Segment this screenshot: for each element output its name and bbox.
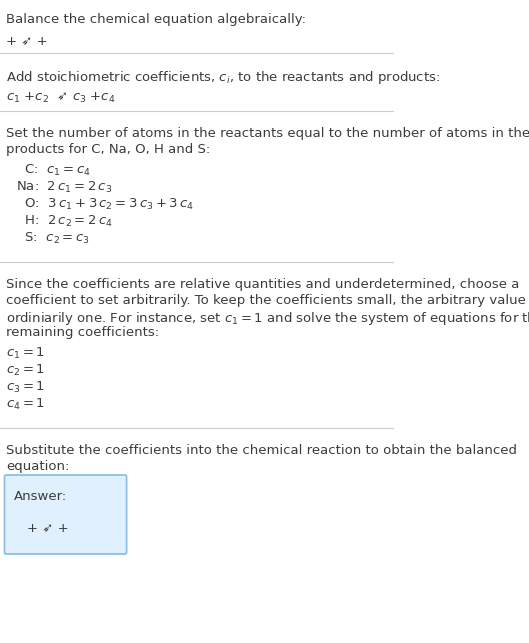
Text: $c_4 = 1$: $c_4 = 1$ [6,397,45,412]
Text: Since the coefficients are relative quantities and underdetermined, choose a: Since the coefficients are relative quan… [6,278,519,291]
Text: $c_1 = 1$: $c_1 = 1$ [6,346,45,361]
Text: $c_2 = 1$: $c_2 = 1$ [6,363,45,378]
Text: coefficient to set arbitrarily. To keep the coefficients small, the arbitrary va: coefficient to set arbitrarily. To keep … [6,294,529,307]
Text: H:  $2\,c_2 = 2\,c_4$: H: $2\,c_2 = 2\,c_4$ [16,214,113,229]
Text: C:  $c_1 = c_4$: C: $c_1 = c_4$ [16,163,92,178]
Text: $c_1$ +$c_2$  ➶ $c_3$ +$c_4$: $c_1$ +$c_2$ ➶ $c_3$ +$c_4$ [6,91,115,105]
Text: Answer:: Answer: [13,490,67,503]
Text: ordiniarily one. For instance, set $c_1 = 1$ and solve the system of equations f: ordiniarily one. For instance, set $c_1 … [6,310,529,327]
Text: Balance the chemical equation algebraically:: Balance the chemical equation algebraica… [6,13,306,26]
Text: Add stoichiometric coefficients, $c_i$, to the reactants and products:: Add stoichiometric coefficients, $c_i$, … [6,69,440,86]
Text: Na:  $2\,c_1 = 2\,c_3$: Na: $2\,c_1 = 2\,c_3$ [16,180,113,195]
Text: $c_3 = 1$: $c_3 = 1$ [6,380,45,395]
Text: remaining coefficients:: remaining coefficients: [6,326,159,339]
Text: Substitute the coefficients into the chemical reaction to obtain the balanced: Substitute the coefficients into the che… [6,444,517,457]
Text: + ➶ +: + ➶ + [27,522,68,535]
Text: + ➶ +: + ➶ + [6,35,48,48]
Text: O:  $3\,c_1 + 3\,c_2 = 3\,c_3 + 3\,c_4$: O: $3\,c_1 + 3\,c_2 = 3\,c_3 + 3\,c_4$ [16,197,195,212]
Text: Set the number of atoms in the reactants equal to the number of atoms in the: Set the number of atoms in the reactants… [6,127,529,140]
Text: equation:: equation: [6,460,69,473]
Text: S:  $c_2 = c_3$: S: $c_2 = c_3$ [16,231,90,246]
FancyBboxPatch shape [4,475,126,554]
Text: products for C, Na, O, H and S:: products for C, Na, O, H and S: [6,143,210,156]
